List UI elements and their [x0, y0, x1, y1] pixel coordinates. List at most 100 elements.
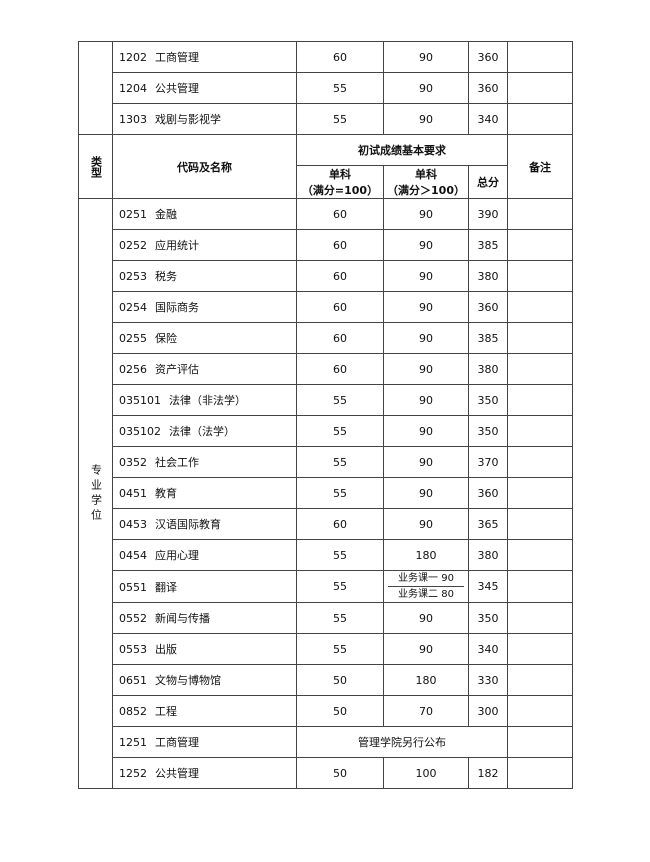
- code: 1251: [119, 736, 147, 749]
- name: 文物与博物馆: [155, 674, 221, 687]
- code: 0254: [119, 301, 147, 314]
- single-100: 60: [296, 291, 384, 323]
- single-over-100: 90: [383, 384, 469, 416]
- code: 0451: [119, 487, 147, 500]
- table-row: 035102 法律（法学） 55 90 350: [79, 415, 573, 447]
- notes-cell: [507, 508, 573, 540]
- name: 保险: [155, 332, 177, 345]
- name: 工商管理: [155, 736, 199, 749]
- notes-cell: [507, 477, 573, 509]
- notes-cell: [507, 41, 573, 73]
- score-requirements-table: 1202 工商管理 60 90 360 1204 公共管理 55 90 360 1303 戏剧与影视学…: [78, 41, 573, 789]
- table-row: 0454 应用心理 55 180 380: [79, 539, 573, 571]
- notes-cell: [507, 664, 573, 696]
- notes-cell: [507, 260, 573, 292]
- notes-cell: [507, 384, 573, 416]
- notes-cell: [507, 322, 573, 354]
- name: 工程: [155, 705, 177, 718]
- code: 0454: [119, 549, 147, 562]
- single-100: 55: [296, 539, 384, 571]
- name: 公共管理: [155, 82, 199, 95]
- single-100: 60: [296, 198, 384, 230]
- code: 0453: [119, 518, 147, 531]
- code-name-header: 代码及名称: [112, 134, 297, 199]
- single-100: 50: [296, 695, 384, 727]
- total: 300: [468, 695, 508, 727]
- code: 035101: [119, 394, 161, 407]
- code-name-cell: 1303 戏剧与影视学: [112, 103, 297, 135]
- code: 1303: [119, 113, 147, 126]
- notes-cell: [507, 72, 573, 104]
- total: 360: [468, 291, 508, 323]
- table-row: 0352 社会工作 55 90 370: [79, 446, 573, 478]
- table-row: 0252 应用统计 60 90 385: [79, 229, 573, 261]
- name: 应用心理: [155, 549, 199, 562]
- name: 法律（非法学）: [169, 394, 246, 407]
- table-row: 0256 资产评估 60 90 380: [79, 353, 573, 385]
- total: 385: [468, 229, 508, 261]
- name: 戏剧与影视学: [155, 113, 221, 126]
- name: 应用统计: [155, 239, 199, 252]
- code-name-cell: 0651 文物与博物馆: [112, 664, 297, 696]
- single-100: 55: [296, 446, 384, 478]
- merged-note: 管理学院另行公布: [296, 726, 508, 758]
- name: 资产评估: [155, 363, 199, 376]
- code-name-cell: 0553 出版: [112, 633, 297, 665]
- code: 0553: [119, 643, 147, 656]
- single-100: 55: [296, 103, 384, 135]
- code: 1252: [119, 767, 147, 780]
- code: 1204: [119, 82, 147, 95]
- table-row: 1303 戏剧与影视学 55 90 340: [79, 103, 573, 135]
- code-name-cell: 0254 国际商务: [112, 291, 297, 323]
- code-name-cell: 0551 翻译: [112, 570, 297, 603]
- single-100: 60: [296, 260, 384, 292]
- s1-header-note: （满分=100）: [301, 184, 379, 197]
- total: 380: [468, 539, 508, 571]
- table-row: 0453 汉语国际教育 60 90 365: [79, 508, 573, 540]
- total: 380: [468, 353, 508, 385]
- total: 365: [468, 508, 508, 540]
- notes-cell: [507, 633, 573, 665]
- single-over-100: 90: [383, 446, 469, 478]
- notes-cell: [507, 291, 573, 323]
- table-row: 专业学位 0251 金融 60 90 390: [78, 198, 573, 789]
- code-name-cell: 035102 法律（法学）: [112, 415, 297, 447]
- code: 0256: [119, 363, 147, 376]
- table-row: 0553 出版 55 90 340: [79, 633, 573, 665]
- name: 金融: [155, 208, 177, 221]
- code-name-cell: 0552 新闻与传播: [112, 602, 297, 634]
- code-name-cell: 0255 保险: [112, 322, 297, 354]
- table-row: 0551 翻译 55 业务课一 90 业务课二 80 345: [79, 570, 573, 603]
- total-header: 总分: [468, 165, 508, 199]
- total: 350: [468, 415, 508, 447]
- total: 340: [468, 103, 508, 135]
- single-over-100: 90: [383, 415, 469, 447]
- table-row: 0255 保险 60 90 385: [79, 322, 573, 354]
- s2-header: 单科 （满分＞100）: [383, 165, 469, 199]
- total: 350: [468, 602, 508, 634]
- table-row: 0253 税务 60 90 380: [79, 260, 573, 292]
- code: 0551: [119, 580, 147, 594]
- single-over-100: 90: [383, 508, 469, 540]
- code-name-cell: 1252 公共管理: [112, 757, 297, 789]
- notes-cell: [507, 353, 573, 385]
- code-name-cell: 1202 工商管理: [112, 41, 297, 73]
- code-name-cell: 0454 应用心理: [112, 539, 297, 571]
- code: 0255: [119, 332, 147, 345]
- code-name-cell: 0352 社会工作: [112, 446, 297, 478]
- s2-header-label: 单科: [415, 168, 437, 181]
- name: 社会工作: [155, 456, 199, 469]
- notes-cell: [507, 570, 573, 603]
- single-100: 55: [296, 477, 384, 509]
- name: 公共管理: [155, 767, 199, 780]
- code-name-cell: 0451 教育: [112, 477, 297, 509]
- name: 教育: [155, 487, 177, 500]
- single-100: 55: [296, 72, 384, 104]
- requirement-header: 初试成绩基本要求: [296, 134, 508, 166]
- notes-cell: [507, 229, 573, 261]
- notes-cell: [507, 695, 573, 727]
- group-label: 专业学位: [78, 198, 113, 789]
- single-over-100: 70: [383, 695, 469, 727]
- single-100: 60: [296, 229, 384, 261]
- name: 工商管理: [155, 51, 199, 64]
